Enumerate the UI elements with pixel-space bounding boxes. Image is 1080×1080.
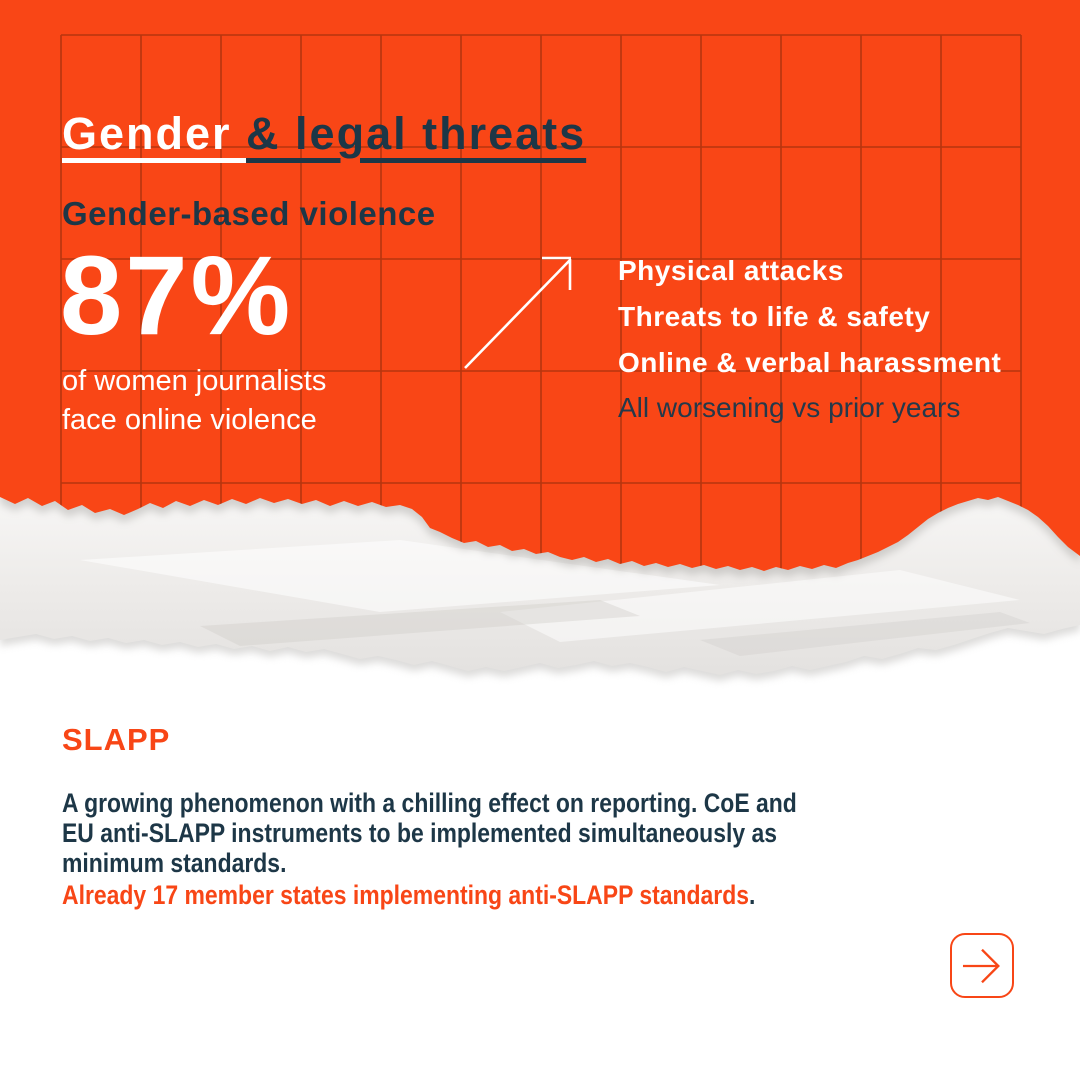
paper-crease	[200, 600, 640, 646]
slapp-paragraph: A growing phenomenon with a chilling eff…	[62, 788, 797, 910]
slapp-heading: SLAPP	[62, 722, 171, 757]
threat-item-online-harassment: Online & verbal harassment	[618, 347, 1002, 378]
section-subtitle: Gender-based violence	[62, 195, 436, 232]
threats-footnote: All worsening vs prior years	[618, 392, 961, 423]
stat-caption: of women journalists face online violenc…	[62, 362, 482, 440]
slapp-highlight-line: Already 17 member states implementing an…	[62, 880, 797, 910]
stat-caption-line2: face online violence	[62, 404, 317, 436]
slapp-highlight-text: Already 17 member states implementing an…	[62, 880, 750, 910]
threat-item-physical-attacks: Physical attacks	[618, 255, 844, 286]
page-title-highlight: Gender	[62, 108, 247, 159]
grid-lines	[60, 34, 1022, 571]
next-slide-button[interactable]	[950, 933, 1014, 998]
stat-caption-line1: of women journalists	[62, 365, 327, 397]
threat-item-threats-to-life: Threats to life & safety	[618, 301, 931, 332]
slapp-body-line2: EU anti-SLAPP instruments to be implemen…	[62, 818, 778, 848]
slapp-highlight-period: .	[749, 880, 756, 910]
paper-crease	[700, 612, 1030, 656]
trend-up-arrow-icon	[464, 256, 572, 369]
slapp-body-line1: A growing phenomenon with a chilling eff…	[62, 788, 797, 818]
torn-paper-background	[0, 0, 1080, 681]
page-title-rest: & legal threats	[246, 108, 587, 159]
paper-highlight	[80, 540, 720, 612]
arrow-right-icon	[962, 948, 1000, 983]
slapp-body-line3: minimum standards.	[62, 848, 287, 878]
page-title: Gender & legal threats	[62, 108, 586, 160]
paper-highlight	[500, 570, 1020, 642]
stat-value: 87%	[60, 233, 294, 358]
